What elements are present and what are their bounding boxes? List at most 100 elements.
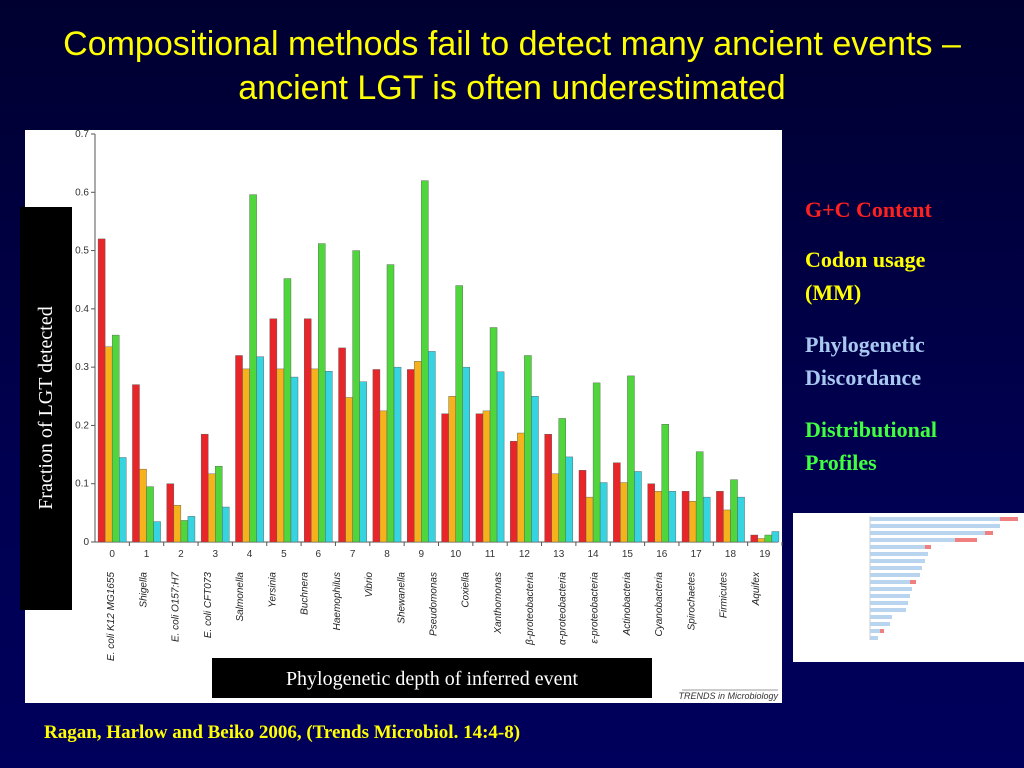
- bar: [599, 482, 608, 543]
- taxon-label: Vibrio: [364, 572, 375, 598]
- legend-entry: G+C Content: [805, 197, 932, 222]
- bar: [352, 250, 360, 543]
- inset-highlights: [880, 517, 1018, 633]
- bar: [558, 418, 566, 543]
- taxon-label: Xanthomonas: [493, 572, 504, 635]
- bar: [578, 470, 587, 543]
- taxon-label: Yersinia: [267, 572, 278, 608]
- bar: [207, 473, 216, 543]
- bar: [702, 496, 711, 543]
- bar: [242, 368, 250, 543]
- bar: [524, 355, 532, 543]
- bar: [585, 496, 594, 543]
- bar: [200, 433, 209, 543]
- bar: [104, 346, 113, 543]
- y-tick-label: 0: [83, 537, 89, 548]
- taxon-label: Pseudomonas: [429, 572, 440, 636]
- taxon-label: β-proteobacteria: [525, 572, 536, 646]
- bar: [592, 382, 601, 543]
- x-axis-label: Phylogenetic depth of inferred event: [286, 668, 579, 690]
- bar: [421, 180, 429, 543]
- bar: [647, 483, 655, 543]
- taxon-label: E. coli CFT073: [203, 572, 214, 639]
- x-tick-label: 9: [419, 549, 425, 560]
- x-tick-label: 7: [350, 549, 356, 560]
- y-tick-label: 0.3: [75, 362, 89, 373]
- bar: [695, 451, 704, 543]
- source-watermark: TRENDS in Microbiology: [678, 691, 778, 701]
- x-tick-label: 1: [144, 549, 150, 560]
- x-tick-label: 2: [178, 549, 184, 560]
- bar: [249, 194, 257, 543]
- bar: [565, 456, 574, 543]
- y-tick-label: 0.7: [75, 129, 89, 140]
- x-tick-label: 19: [759, 549, 771, 560]
- x-tick-label: 5: [281, 549, 287, 560]
- bar: [146, 486, 154, 543]
- bar: [139, 468, 147, 543]
- bar: [372, 369, 381, 543]
- x-tick-label: 4: [247, 549, 253, 560]
- x-tick-label: 3: [212, 549, 218, 560]
- x-tick-label: 0: [109, 549, 115, 560]
- slide-title: Compositional methods fail to detect man…: [63, 25, 961, 107]
- bar: [111, 334, 120, 543]
- bar: [544, 433, 552, 543]
- bar: [290, 376, 299, 543]
- bar: [448, 396, 456, 543]
- bar: [441, 413, 449, 543]
- bar: [620, 482, 628, 543]
- chart-panel: [25, 130, 782, 703]
- bar: [222, 506, 230, 543]
- inset-bars: [870, 517, 1005, 640]
- taxon-label: Aquifex: [751, 571, 762, 606]
- y-tick-label: 0.5: [75, 246, 89, 257]
- bar: [634, 471, 642, 543]
- bar: [757, 538, 766, 543]
- bar: [132, 384, 140, 543]
- y-axis-label: Fraction of LGT detected: [35, 306, 57, 509]
- x-tick-label: 6: [315, 549, 321, 560]
- x-tick-label: 14: [588, 549, 600, 560]
- bar: [283, 278, 292, 543]
- taxon-label: Salmonella: [235, 572, 246, 622]
- legend-entry: Codon usage (MM): [805, 247, 926, 305]
- bar: [517, 432, 525, 543]
- bar: [338, 347, 346, 543]
- bar: [455, 285, 463, 543]
- y-tick-label: 0.2: [75, 420, 89, 431]
- bar: [119, 457, 127, 543]
- bar: [173, 505, 182, 543]
- taxon-label: ε-proteobacteria: [590, 572, 601, 644]
- x-tick-label: 12: [519, 549, 531, 560]
- bar: [462, 366, 470, 543]
- bar: [496, 371, 505, 543]
- bar: [688, 501, 697, 543]
- bar: [531, 396, 539, 543]
- bar: [318, 243, 326, 543]
- bar: [180, 520, 189, 543]
- bar: [771, 531, 780, 543]
- bar: [428, 351, 436, 543]
- bar: [510, 440, 518, 543]
- bar: [475, 413, 484, 543]
- x-tick-label: 13: [553, 549, 565, 560]
- bar: [407, 369, 415, 543]
- bar: [256, 356, 264, 543]
- bar: [716, 491, 724, 543]
- bar: [235, 355, 243, 543]
- taxon-label: Spirochaetes: [686, 572, 697, 630]
- bar: [311, 368, 319, 543]
- x-tick-label: 17: [691, 549, 703, 560]
- x-tick-label: 15: [622, 549, 634, 560]
- bar: [386, 264, 395, 543]
- taxon-label: Shewanella: [396, 572, 407, 624]
- x-tick-label: 18: [725, 549, 737, 560]
- bar: [551, 473, 559, 543]
- bar: [482, 410, 491, 543]
- bar: [303, 318, 312, 543]
- taxon-label: Haemophilus: [332, 572, 343, 630]
- bar: [97, 238, 106, 543]
